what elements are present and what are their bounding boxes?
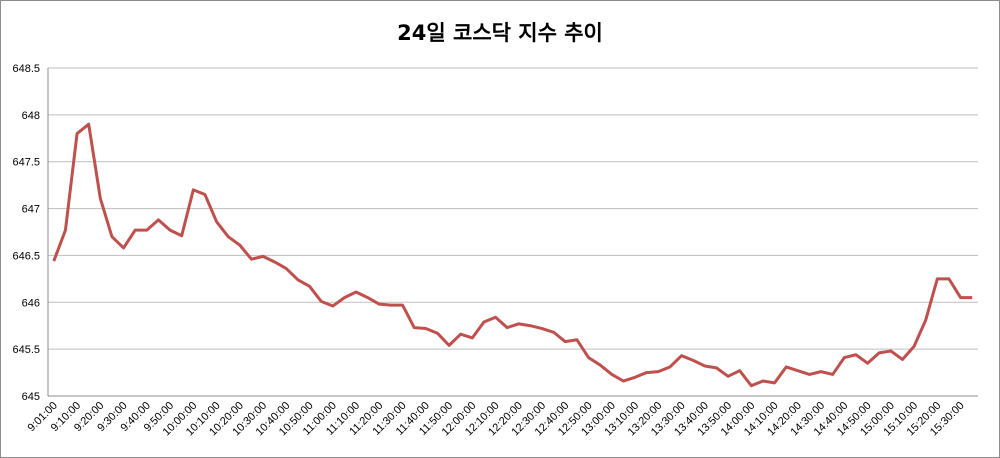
y-tick-label: 645.5 bbox=[12, 344, 40, 356]
y-tick-label: 648 bbox=[22, 110, 40, 122]
chart-title: 24일 코스닥 지수 추이 bbox=[397, 21, 603, 45]
y-tick-label: 647 bbox=[22, 204, 40, 216]
y-tick-label: 647.5 bbox=[12, 157, 40, 169]
line-series bbox=[52, 122, 973, 388]
y-tick-label: 645 bbox=[22, 391, 40, 403]
y-tick-label: 648.5 bbox=[12, 63, 40, 75]
y-tick-label: 646 bbox=[22, 297, 40, 309]
y-tick-label: 646.5 bbox=[12, 250, 40, 262]
